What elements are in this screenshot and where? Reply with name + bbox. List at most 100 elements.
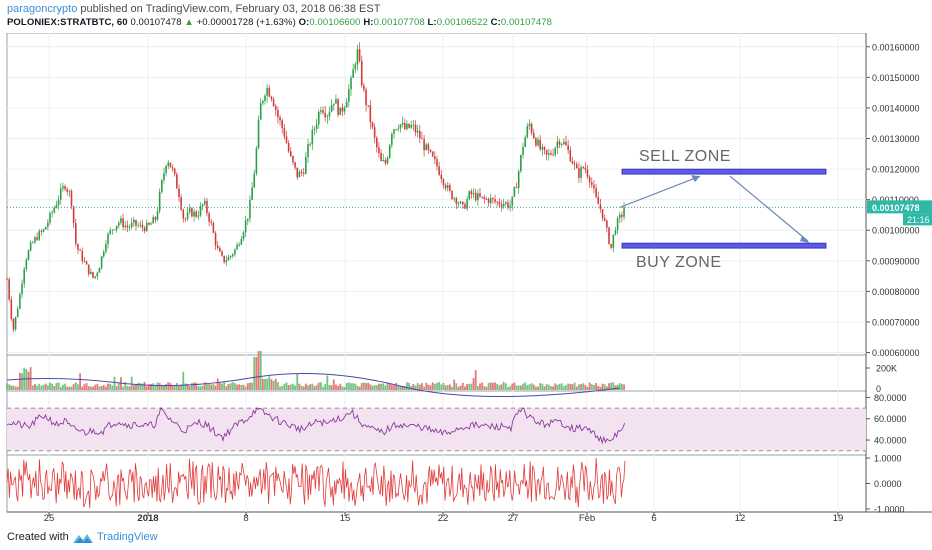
candle-body (580, 167, 582, 178)
volume-bar (266, 378, 269, 390)
symbol-label[interactable]: POLONIEX:STRATBTC, 60 (7, 17, 128, 28)
volume-bar (203, 382, 206, 390)
candle-body (391, 133, 393, 146)
candle-body (257, 119, 260, 149)
volume-bar (175, 383, 178, 390)
volume-bar (388, 383, 391, 390)
candle-body (249, 200, 251, 219)
price-tick-label: 0.00150000 (872, 73, 920, 83)
candle-body (376, 137, 378, 148)
candle-body (253, 173, 256, 188)
tradingview-brand-link[interactable]: TradingView (97, 531, 158, 543)
volume-bar (509, 386, 511, 390)
candle-body (66, 189, 68, 192)
price-tick-label: 0.00060000 (872, 348, 920, 358)
candle-body (311, 129, 314, 145)
candle-body (126, 225, 129, 228)
candle-body (470, 191, 473, 195)
candle-body (302, 172, 305, 174)
candle-body (554, 147, 557, 155)
volume-bar (49, 382, 51, 390)
candle-body (489, 198, 492, 204)
candle-body (543, 146, 546, 150)
price-tick-label: 0.00090000 (872, 256, 920, 266)
volume-bar (154, 385, 157, 390)
volume-bar (96, 383, 99, 390)
volume-bar (554, 383, 557, 390)
candle-body (584, 167, 587, 170)
volume-bar (408, 382, 410, 390)
volume-bar (188, 386, 191, 390)
candle-body (219, 247, 221, 252)
candle-body (621, 214, 623, 217)
volume-bar (350, 383, 352, 390)
volume-bar (31, 385, 34, 390)
volume-bar (268, 376, 271, 390)
volume-bar (418, 384, 421, 390)
time-tick-label: 12 (735, 513, 746, 524)
candle-body (511, 196, 514, 206)
candle-body (608, 227, 610, 244)
volume-bar (51, 383, 54, 390)
candle-body (154, 217, 157, 220)
candle-body (94, 276, 96, 278)
candle-body (575, 164, 578, 169)
volume-bar (513, 382, 516, 390)
time-tick-label: 6 (651, 513, 656, 524)
candle-body (292, 155, 294, 163)
volume-bar (201, 385, 204, 390)
volume-bar (541, 383, 544, 390)
candle-body (296, 167, 299, 178)
candle-body (191, 208, 193, 217)
volume-bar (66, 386, 69, 390)
rsi-tick-label: 80.0000 (874, 393, 907, 403)
volume-bar (500, 384, 503, 390)
volume-bar (442, 382, 445, 390)
candle-body (343, 107, 346, 112)
oscillator-path (6, 457, 626, 509)
candle-body (44, 226, 47, 230)
volume-bar (25, 369, 28, 390)
candle-body (440, 174, 443, 180)
volume-bar (526, 385, 529, 390)
volume-bar (427, 384, 430, 390)
volume-bar (356, 385, 359, 390)
author-link[interactable]: paragoncrypto (7, 3, 78, 15)
countdown-badge (903, 213, 932, 226)
tradingview-logo-icon[interactable] (72, 531, 94, 545)
candle-body (597, 196, 600, 205)
volume-bar (74, 382, 77, 390)
candle-body (182, 209, 185, 219)
volume-bar (489, 382, 492, 390)
volume-bar (603, 384, 606, 390)
candle-body (416, 130, 419, 133)
volume-bar (382, 383, 385, 390)
volume-bar (83, 384, 86, 390)
volume-bar (578, 384, 580, 390)
volume-bar (562, 386, 565, 390)
candle-body (255, 148, 258, 174)
candle-body (496, 201, 498, 203)
candle-body (423, 139, 425, 151)
candle-body (434, 156, 436, 160)
volume-bar (436, 382, 438, 390)
volume-bar (6, 383, 8, 390)
volume-bar (92, 386, 94, 390)
volume-bar (367, 382, 370, 390)
volume-bar (197, 386, 200, 390)
volume-bar (444, 385, 447, 390)
volume-bar (453, 379, 456, 390)
candle-body (509, 205, 511, 208)
candle-body (133, 219, 135, 223)
candle-body (19, 294, 21, 309)
price-tick-label: 0.00160000 (872, 42, 920, 52)
volume-bar (107, 383, 109, 390)
volume-bar (386, 382, 389, 390)
candle-body (216, 245, 219, 248)
volume-bar (240, 385, 243, 390)
candle-body (320, 110, 322, 112)
candle-body (266, 87, 268, 96)
trade-annotations[interactable]: SELL ZONE BUY ZONE (619, 148, 827, 271)
volume-bar (326, 375, 329, 390)
